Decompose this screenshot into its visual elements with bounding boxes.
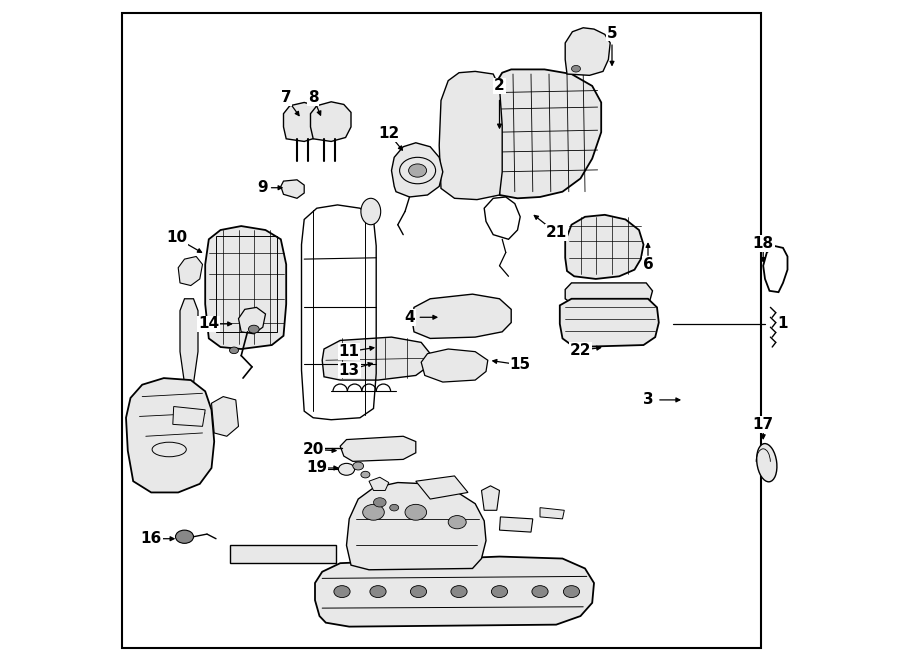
Circle shape [491, 586, 508, 598]
Ellipse shape [152, 442, 186, 457]
Circle shape [400, 157, 436, 184]
Polygon shape [212, 397, 239, 436]
FancyBboxPatch shape [230, 545, 336, 563]
Polygon shape [482, 486, 500, 510]
Polygon shape [540, 508, 564, 519]
Polygon shape [173, 407, 205, 426]
Text: 4: 4 [404, 310, 415, 325]
Circle shape [563, 586, 580, 598]
Circle shape [451, 586, 467, 598]
Polygon shape [416, 476, 468, 499]
Circle shape [532, 586, 548, 598]
Text: 10: 10 [166, 231, 187, 245]
Text: 9: 9 [257, 180, 268, 195]
Circle shape [409, 164, 427, 177]
Polygon shape [560, 299, 659, 347]
Polygon shape [284, 102, 322, 141]
Text: 21: 21 [545, 225, 567, 240]
Text: 12: 12 [378, 126, 400, 141]
Circle shape [176, 530, 194, 543]
Text: 11: 11 [338, 344, 360, 359]
Circle shape [405, 504, 427, 520]
Text: 20: 20 [302, 442, 324, 457]
Polygon shape [369, 477, 389, 490]
Polygon shape [565, 28, 610, 75]
Text: 2: 2 [494, 79, 505, 93]
Polygon shape [500, 517, 533, 532]
Circle shape [361, 471, 370, 478]
Text: 1: 1 [778, 317, 788, 331]
Polygon shape [565, 283, 652, 305]
Text: 19: 19 [306, 461, 328, 475]
Circle shape [363, 504, 384, 520]
Circle shape [248, 325, 259, 333]
Polygon shape [392, 143, 443, 197]
Text: 13: 13 [338, 363, 360, 377]
Polygon shape [493, 69, 601, 198]
Polygon shape [180, 299, 198, 383]
Polygon shape [565, 215, 644, 279]
Polygon shape [340, 436, 416, 461]
Text: 14: 14 [198, 317, 220, 331]
Text: 5: 5 [607, 26, 617, 40]
Circle shape [370, 586, 386, 598]
Circle shape [410, 586, 427, 598]
Text: 22: 22 [570, 343, 591, 358]
Circle shape [230, 347, 238, 354]
Circle shape [448, 516, 466, 529]
Polygon shape [315, 557, 594, 627]
Circle shape [338, 463, 355, 475]
Circle shape [572, 65, 580, 72]
Circle shape [374, 498, 386, 507]
Polygon shape [310, 102, 351, 141]
Text: 17: 17 [752, 417, 774, 432]
Polygon shape [439, 71, 502, 200]
Polygon shape [346, 483, 486, 570]
FancyBboxPatch shape [122, 13, 760, 648]
Polygon shape [178, 256, 202, 286]
Text: 3: 3 [643, 393, 653, 407]
Polygon shape [205, 226, 286, 349]
Text: 18: 18 [752, 236, 774, 251]
Polygon shape [322, 337, 430, 380]
Polygon shape [238, 307, 266, 334]
Polygon shape [412, 294, 511, 338]
Polygon shape [281, 180, 304, 198]
Ellipse shape [757, 444, 777, 482]
Text: 6: 6 [643, 257, 653, 272]
Text: 7: 7 [281, 91, 292, 105]
Circle shape [334, 586, 350, 598]
Text: 16: 16 [140, 531, 162, 546]
Circle shape [390, 504, 399, 511]
Ellipse shape [361, 198, 381, 225]
Polygon shape [126, 378, 214, 492]
Circle shape [353, 462, 364, 470]
Text: 15: 15 [509, 358, 531, 372]
Polygon shape [421, 349, 488, 382]
Text: 8: 8 [308, 91, 319, 105]
